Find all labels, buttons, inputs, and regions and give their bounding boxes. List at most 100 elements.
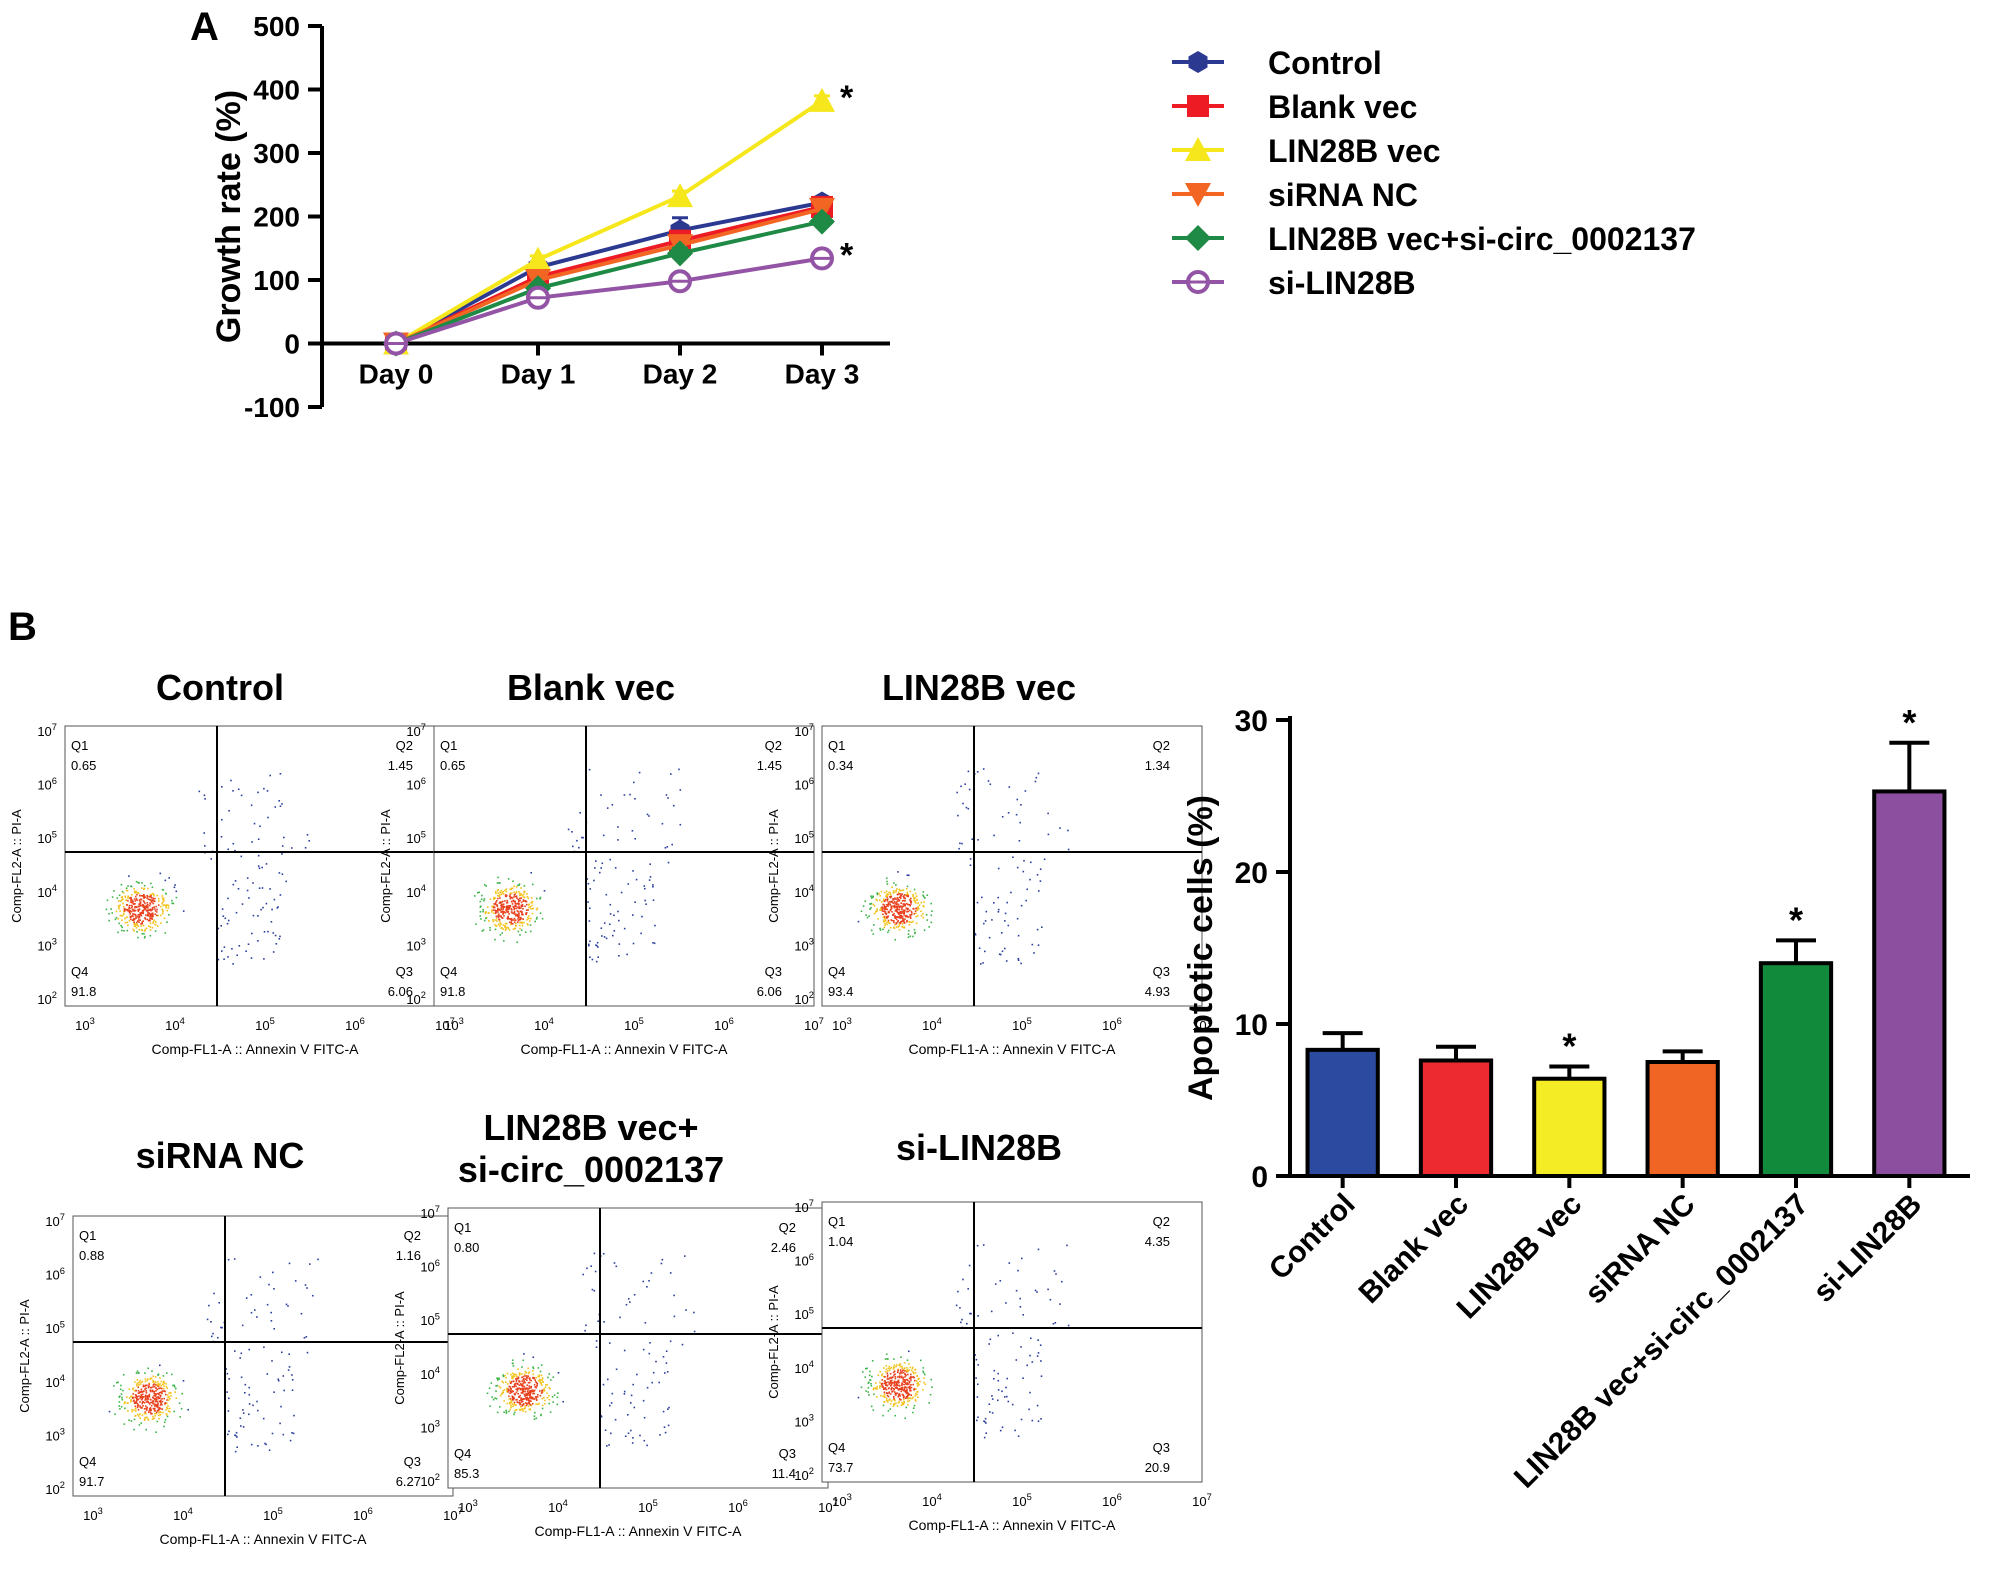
- event-dot: [533, 1415, 536, 1417]
- event-dot: [606, 1445, 608, 1447]
- data-point: [667, 183, 693, 208]
- event-dot: [281, 803, 283, 805]
- event-dot: [926, 919, 928, 921]
- event-dot: [529, 1399, 531, 1402]
- event-dot: [589, 907, 591, 910]
- event-dot: [629, 793, 631, 796]
- x-tick-label: si-LIN28B: [1807, 1188, 1928, 1309]
- data-point: [525, 246, 551, 271]
- event-dot: [884, 919, 887, 921]
- quadrant-label: Q4: [71, 964, 88, 979]
- event-dot: [140, 923, 142, 925]
- x-tick-label: 106: [728, 1498, 748, 1515]
- event-dot: [901, 908, 903, 910]
- event-dot: [151, 917, 153, 919]
- event-dot: [517, 919, 520, 922]
- y-axis-label: Comp-FL2-A :: PI-A: [9, 809, 24, 923]
- event-dot: [913, 1388, 916, 1390]
- event-dot: [1014, 1429, 1016, 1432]
- event-dot: [126, 929, 129, 932]
- event-dot: [150, 1390, 152, 1393]
- event-dot: [669, 1272, 672, 1274]
- event-dot: [514, 900, 516, 903]
- event-dot: [147, 911, 149, 914]
- event-dot: [161, 1387, 163, 1390]
- event-dot: [287, 1369, 290, 1371]
- event-dot: [530, 1385, 533, 1388]
- event-dot: [513, 1373, 515, 1376]
- event-dot: [312, 1294, 314, 1297]
- event-dot: [977, 1383, 979, 1386]
- event-dot: [502, 903, 505, 906]
- event-dot: [902, 889, 905, 891]
- event-dot: [499, 1394, 502, 1397]
- event-dot: [609, 1342, 611, 1344]
- event-dot: [1043, 858, 1046, 861]
- event-dot: [1028, 1408, 1030, 1411]
- event-dot: [532, 907, 534, 910]
- event-dot: [148, 913, 150, 916]
- event-dot: [884, 924, 886, 927]
- event-dot: [115, 910, 118, 913]
- event-dot: [513, 907, 516, 910]
- event-dot: [887, 903, 889, 906]
- event-dot: [502, 1390, 504, 1392]
- event-dot: [601, 935, 603, 937]
- event-dot: [632, 1437, 634, 1439]
- event-dot: [119, 914, 122, 917]
- event-dot: [140, 1407, 143, 1409]
- event-dot: [634, 798, 636, 800]
- event-dot: [896, 1371, 899, 1374]
- event-dot: [143, 895, 146, 897]
- event-dot: [922, 1370, 924, 1373]
- event-dot: [155, 1387, 157, 1389]
- event-dot: [901, 912, 903, 914]
- event-dot: [524, 931, 527, 933]
- event-dot: [862, 905, 865, 907]
- event-dot: [506, 901, 509, 904]
- event-dot: [157, 1396, 160, 1398]
- x-tick-label: 103: [832, 1492, 852, 1509]
- event-dot: [546, 1383, 549, 1386]
- y-tick-label: 500: [253, 11, 300, 42]
- event-dot: [539, 912, 542, 914]
- event-dot: [161, 897, 164, 899]
- event-dot: [159, 1400, 161, 1403]
- event-dot: [131, 1397, 134, 1399]
- event-dot: [136, 893, 138, 896]
- event-dot: [899, 1388, 901, 1390]
- event-dot: [886, 900, 889, 902]
- event-dot: [905, 1382, 907, 1385]
- event-dot: [914, 1394, 916, 1397]
- event-dot: [510, 1388, 512, 1390]
- event-dot: [922, 905, 924, 907]
- event-dot: [220, 836, 223, 838]
- event-dot: [888, 911, 890, 914]
- event-dot: [501, 911, 503, 913]
- event-dot: [128, 1397, 131, 1399]
- event-dot: [532, 1373, 535, 1376]
- event-dot: [148, 1396, 151, 1398]
- event-dot: [887, 902, 890, 904]
- event-dot: [604, 1429, 607, 1431]
- flow-plot-dots: [857, 1244, 1070, 1439]
- event-dot: [258, 867, 261, 869]
- event-dot: [502, 924, 505, 926]
- event-dot: [862, 1371, 864, 1373]
- event-dot: [883, 920, 886, 922]
- quadrant-label: Q3: [765, 964, 782, 979]
- event-dot: [957, 1290, 959, 1293]
- event-dot: [969, 864, 972, 866]
- event-dot: [527, 1375, 530, 1377]
- event-dot: [142, 1390, 145, 1393]
- event-dot: [264, 1442, 266, 1445]
- event-dot: [900, 921, 902, 923]
- event-dot: [1034, 1289, 1037, 1292]
- event-dot: [169, 1391, 171, 1394]
- event-dot: [506, 922, 508, 925]
- event-dot: [900, 911, 903, 913]
- event-dot: [896, 1384, 899, 1387]
- event-dot: [541, 1379, 544, 1381]
- event-dot: [143, 888, 145, 890]
